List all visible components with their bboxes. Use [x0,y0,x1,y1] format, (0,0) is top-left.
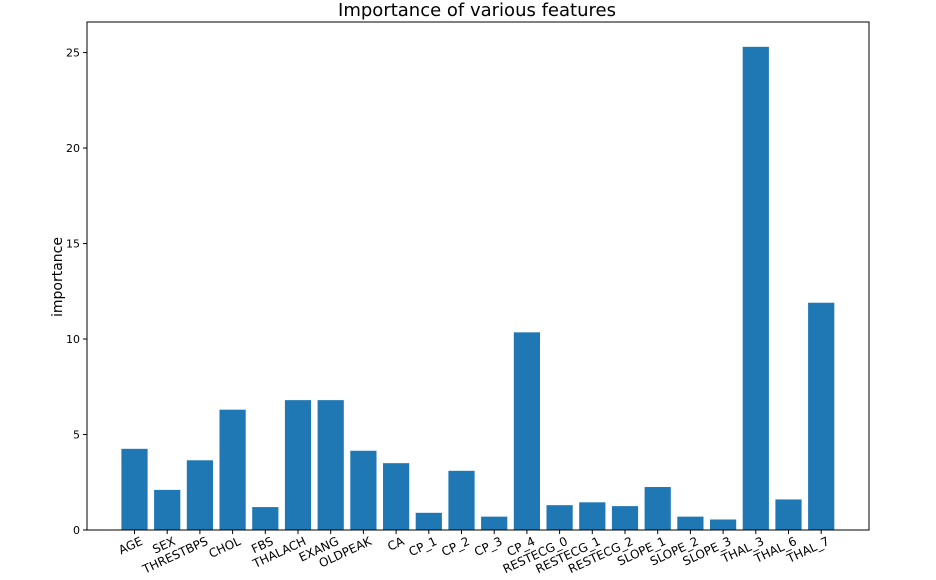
x-tick-label: CP_3 [472,534,504,559]
y-ticks-group: 0 5 10 15 20 25 [66,47,87,537]
bar-thal-6 [775,499,802,530]
bar-oldpeak [350,450,377,530]
x-tick-label: CP_2 [439,534,471,559]
bar-age [121,448,148,530]
bar-restecg-0 [546,505,573,530]
bar-fbs [252,507,279,530]
bar-restecg-2 [611,506,639,530]
bar-exang [317,400,344,530]
bar-thalach [284,400,312,530]
bars-group [121,46,835,530]
y-tick-label: 0 [73,524,80,537]
bar-cp-4 [513,332,540,530]
x-tick-label: CA [385,534,407,554]
bar-ca [383,463,410,530]
bar-cp-1 [415,512,442,530]
bar-thal-3 [742,46,769,530]
plot-frame [86,21,870,531]
bar-threstbps [186,460,213,530]
y-axis-label: importance [50,237,66,317]
bar-chol [219,409,246,530]
y-tick-label: 5 [73,429,80,442]
bar-restecg-1 [579,502,606,530]
bar-slope-2 [677,516,704,530]
bar-sex [154,489,181,530]
y-tick-label: 10 [66,333,80,346]
x-tick-label: CP_1 [407,534,439,559]
y-tick-label: 20 [66,142,80,155]
y-tick-label: 15 [66,238,80,251]
bar-slope-1 [644,487,671,530]
bar-thal-7 [808,302,835,530]
bar-slope-3 [710,519,737,530]
x-tick-label: CHOL [207,534,244,561]
y-tick-label: 25 [66,47,80,60]
chart-title: Importance of various features [338,0,616,21]
x-tick-label: AGE [116,534,144,557]
bar-cp-2 [448,470,475,530]
bar-cp-3 [481,516,508,530]
x-tick-label: THRESTBPS [140,534,211,577]
